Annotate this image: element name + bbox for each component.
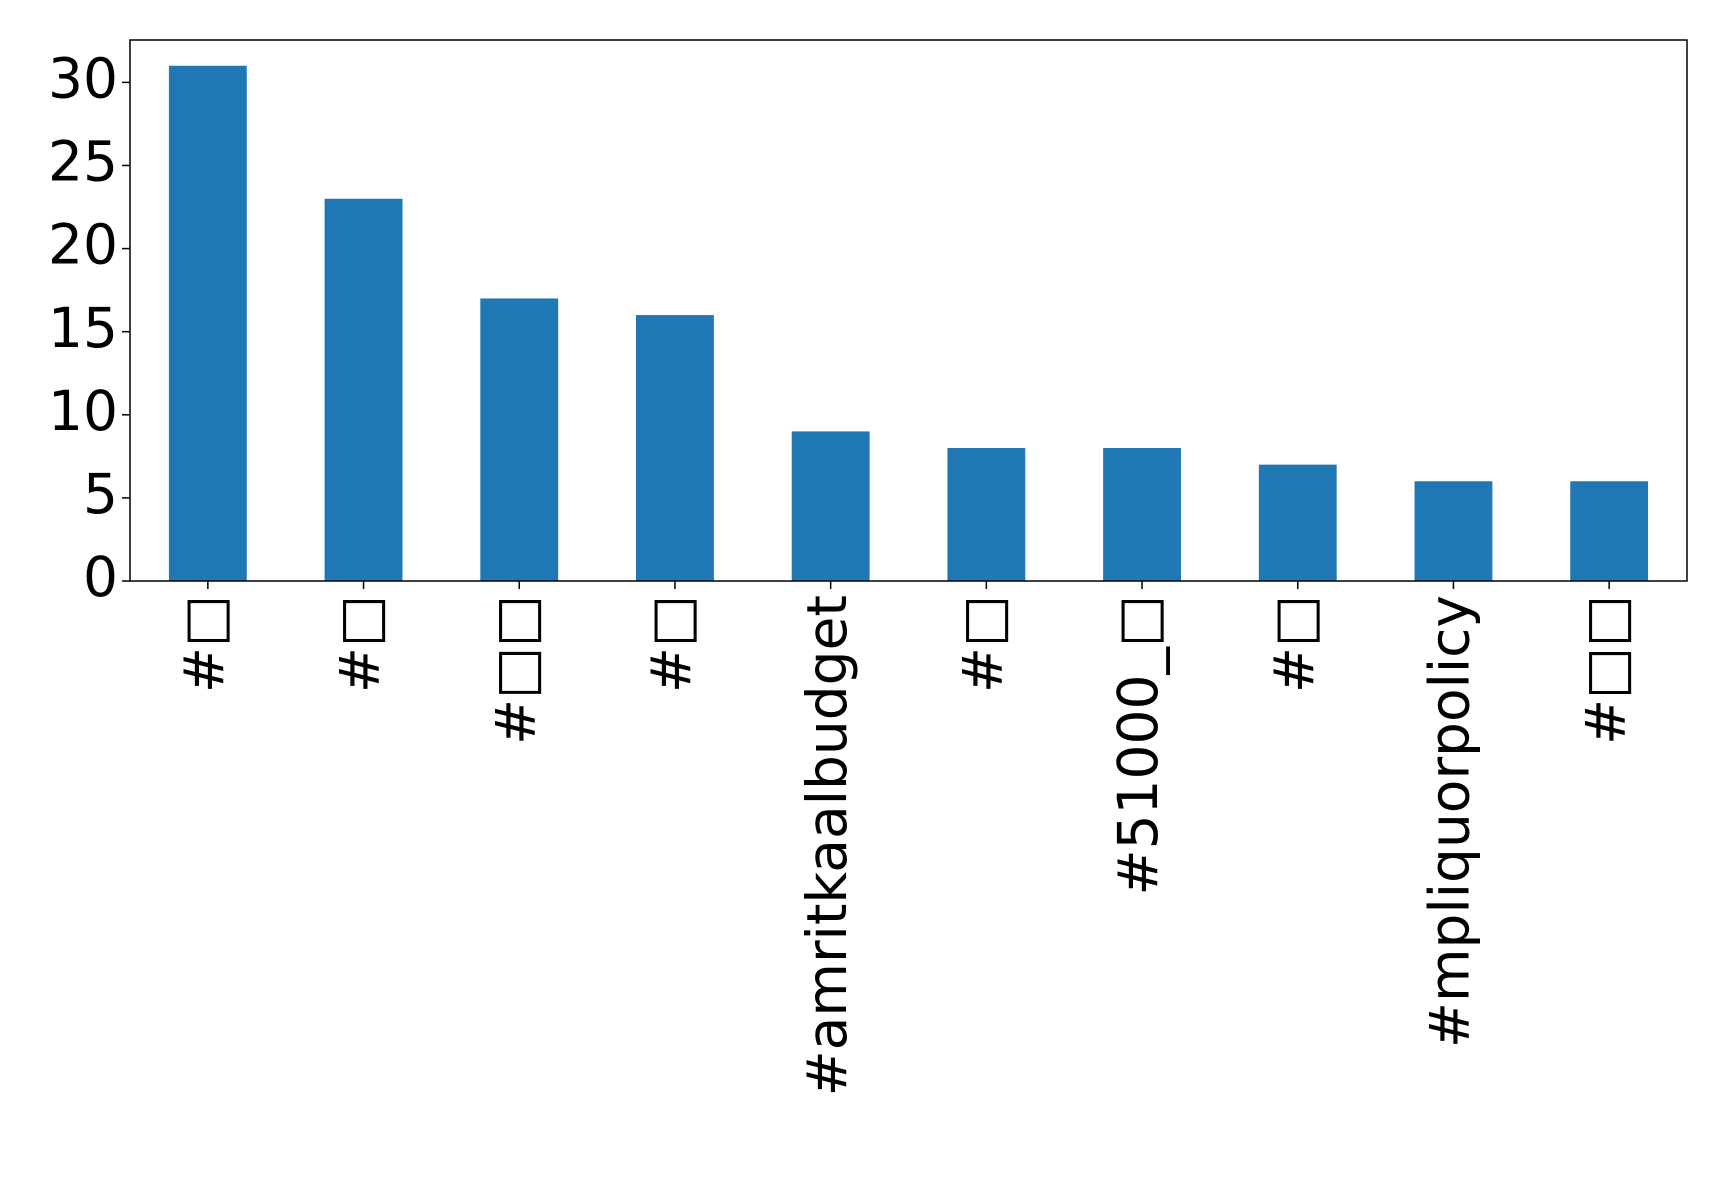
bar xyxy=(1570,481,1649,581)
bar xyxy=(324,198,403,582)
bar xyxy=(1414,481,1493,581)
x-tick-label: #□□ xyxy=(483,595,547,745)
x-tick-label: #mpliquorpolicy xyxy=(1418,595,1482,1048)
bar xyxy=(168,65,247,581)
x-tick-label: #□□ xyxy=(1573,595,1637,745)
y-tick-label: 30 xyxy=(48,47,118,111)
x-tick-label: #□ xyxy=(328,595,392,693)
y-tick-label: 0 xyxy=(83,545,118,609)
y-tick-label: 25 xyxy=(48,130,118,194)
y-tick-label: 5 xyxy=(83,462,118,526)
y-tick-label: 20 xyxy=(48,213,118,277)
x-tick-label: #□ xyxy=(1262,595,1326,693)
bar xyxy=(480,298,559,581)
x-tick-label: #□ xyxy=(950,595,1014,693)
bar xyxy=(791,431,870,581)
bar xyxy=(947,448,1026,581)
plot-frame xyxy=(129,39,1688,582)
bar xyxy=(636,315,714,581)
bar xyxy=(1258,464,1337,581)
y-tick-label: 10 xyxy=(48,379,118,443)
bar xyxy=(1103,448,1181,581)
x-tick-label: #amritkaalbudget xyxy=(795,595,859,1096)
x-tick-label: #□ xyxy=(639,595,703,693)
x-tick-label: #□ xyxy=(172,595,236,693)
x-tick-label: #51000_□ xyxy=(1106,595,1170,896)
y-tick-label: 15 xyxy=(48,296,118,360)
